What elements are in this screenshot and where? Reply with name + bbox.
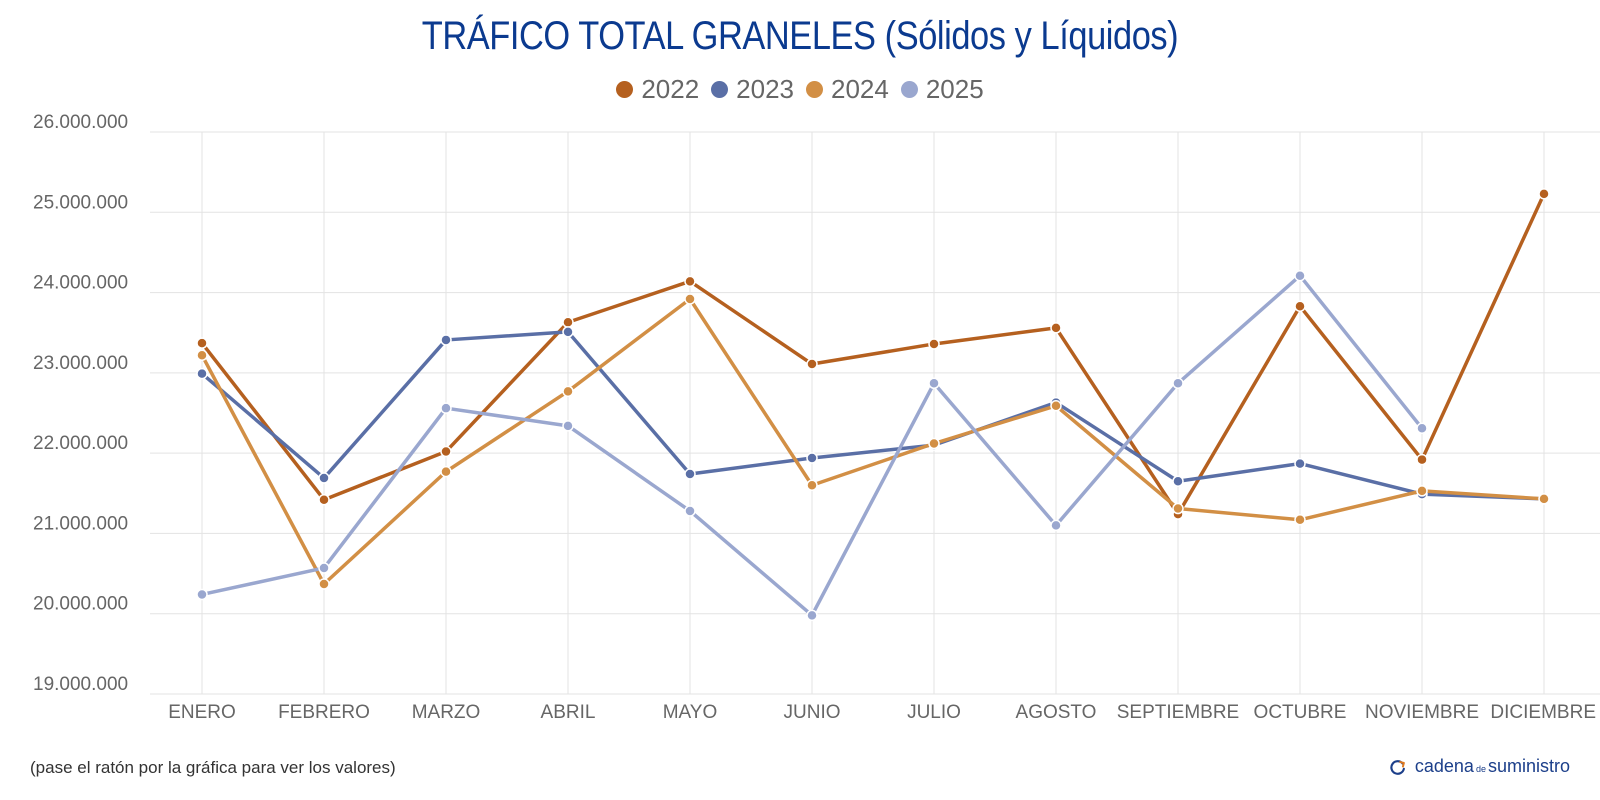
brand-text-suministro: suministro (1487, 756, 1570, 776)
data-point-2025[interactable] (684, 505, 696, 517)
legend-label-2024: 2024 (831, 74, 889, 104)
data-point-2025[interactable] (928, 377, 940, 390)
series-line-2022 (200, 192, 1546, 516)
brand-text-cadena: cadena (1414, 756, 1474, 776)
series-line-2024 (200, 297, 1546, 586)
series-2025 (196, 269, 1428, 622)
x-tick-label: ENERO (168, 702, 236, 723)
legend-label-2023: 2023 (736, 74, 794, 104)
brand-logo: cadena de suministro (1389, 756, 1570, 777)
series-2024 (196, 293, 1550, 590)
x-tick-label: JUNIO (784, 702, 841, 723)
x-tick-label: ABRIL (541, 702, 596, 723)
data-point-2025[interactable] (1172, 377, 1184, 390)
x-tick-label: DICIEMBRE (1490, 702, 1596, 723)
data-point-2023[interactable] (196, 367, 208, 380)
data-point-2023[interactable] (562, 326, 574, 338)
data-point-2022[interactable] (318, 493, 330, 506)
legend-item-2022[interactable]: 2022 (616, 74, 699, 105)
y-tick-label: 26.000.000 (33, 112, 128, 133)
data-point-2022[interactable] (562, 316, 574, 329)
data-point-2022[interactable] (1050, 322, 1062, 334)
x-tick-label: JULIO (907, 702, 961, 723)
y-tick-label: 23.000.000 (33, 353, 128, 374)
data-point-2024[interactable] (562, 385, 574, 398)
series-line-2023 (200, 330, 1546, 501)
x-tick-label: AGOSTO (1016, 702, 1097, 723)
footnote: (pase el ratón por la gráfica para ver l… (30, 758, 396, 777)
refresh-arrow-icon (1390, 759, 1405, 775)
x-tick-label: NOVIEMBRE (1365, 702, 1479, 723)
data-point-2023[interactable] (806, 452, 818, 464)
data-point-2023[interactable] (318, 472, 330, 484)
legend-item-2025[interactable]: 2025 (900, 74, 984, 105)
legend-item-2024[interactable]: 2024 (806, 74, 889, 105)
data-point-2022[interactable] (806, 358, 818, 370)
legend-swatch-2025 (900, 81, 918, 98)
data-point-2022[interactable] (1538, 188, 1550, 200)
legend-swatch-2023 (711, 81, 729, 98)
chart-legend: 2022 2023 2024 2025 (0, 74, 1600, 105)
chart-title: TRÁFICO TOTAL GRANELES (Sólidos y Líquid… (421, 14, 1179, 58)
y-tick-label: 19.000.000 (33, 674, 128, 695)
x-tick-label: MAYO (663, 702, 718, 723)
data-point-2023[interactable] (440, 334, 452, 346)
data-point-2025[interactable] (1294, 269, 1306, 282)
data-point-2022[interactable] (684, 275, 696, 288)
legend-swatch-2024 (806, 81, 823, 98)
gridlines (150, 131, 1600, 695)
brand-text-de: de (1475, 764, 1486, 774)
x-tick-label: MARZO (412, 702, 481, 723)
y-tick-label: 20.000.000 (33, 594, 128, 615)
y-tick-label: 24.000.000 (33, 273, 128, 294)
x-tick-label: FEBRERO (278, 702, 370, 723)
y-tick-label: 25.000.000 (33, 192, 128, 213)
data-point-2023[interactable] (684, 468, 696, 480)
y-tick-label: 21.000.000 (33, 513, 128, 534)
y-tick-label: 22.000.000 (33, 433, 128, 454)
data-point-2022[interactable] (196, 337, 208, 349)
data-point-2022[interactable] (928, 338, 940, 350)
data-point-2025[interactable] (318, 562, 330, 574)
data-point-2022[interactable] (440, 445, 452, 458)
data-point-2025[interactable] (806, 609, 818, 622)
chart-plot[interactable]: 19.000.000 20.000.000 21.000.000 22.000.000… (0, 0, 1600, 740)
data-point-2025[interactable] (562, 420, 574, 432)
data-point-2024[interactable] (318, 578, 330, 590)
data-point-2025[interactable] (1050, 519, 1062, 532)
data-point-2025[interactable] (1416, 422, 1428, 435)
data-point-2024[interactable] (806, 479, 818, 492)
data-point-2024[interactable] (684, 293, 696, 305)
data-point-2025[interactable] (196, 588, 208, 601)
series-2023 (196, 326, 1550, 505)
x-tick-label: OCTUBRE (1254, 702, 1347, 723)
data-point-2024[interactable] (1416, 485, 1428, 497)
data-point-2023[interactable] (1294, 457, 1306, 470)
data-point-2024[interactable] (440, 465, 452, 478)
data-point-2023[interactable] (1172, 475, 1184, 487)
data-point-2024[interactable] (1538, 493, 1550, 505)
legend-item-2023[interactable]: 2023 (711, 74, 794, 105)
data-point-2022[interactable] (1416, 453, 1428, 466)
data-point-2022[interactable] (1294, 300, 1306, 312)
legend-label-2025: 2025 (925, 74, 984, 104)
x-tick-label: SEPTIEMBRE (1117, 702, 1239, 723)
series-2022 (196, 188, 1550, 520)
data-point-2024[interactable] (196, 349, 208, 361)
data-point-2025[interactable] (440, 402, 452, 414)
data-point-2024[interactable] (1172, 502, 1184, 515)
legend-label-2022: 2022 (641, 74, 700, 104)
legend-swatch-2022 (616, 81, 634, 98)
data-point-2024[interactable] (928, 437, 940, 450)
data-point-2024[interactable] (1294, 514, 1306, 526)
data-point-2024[interactable] (1050, 400, 1062, 412)
